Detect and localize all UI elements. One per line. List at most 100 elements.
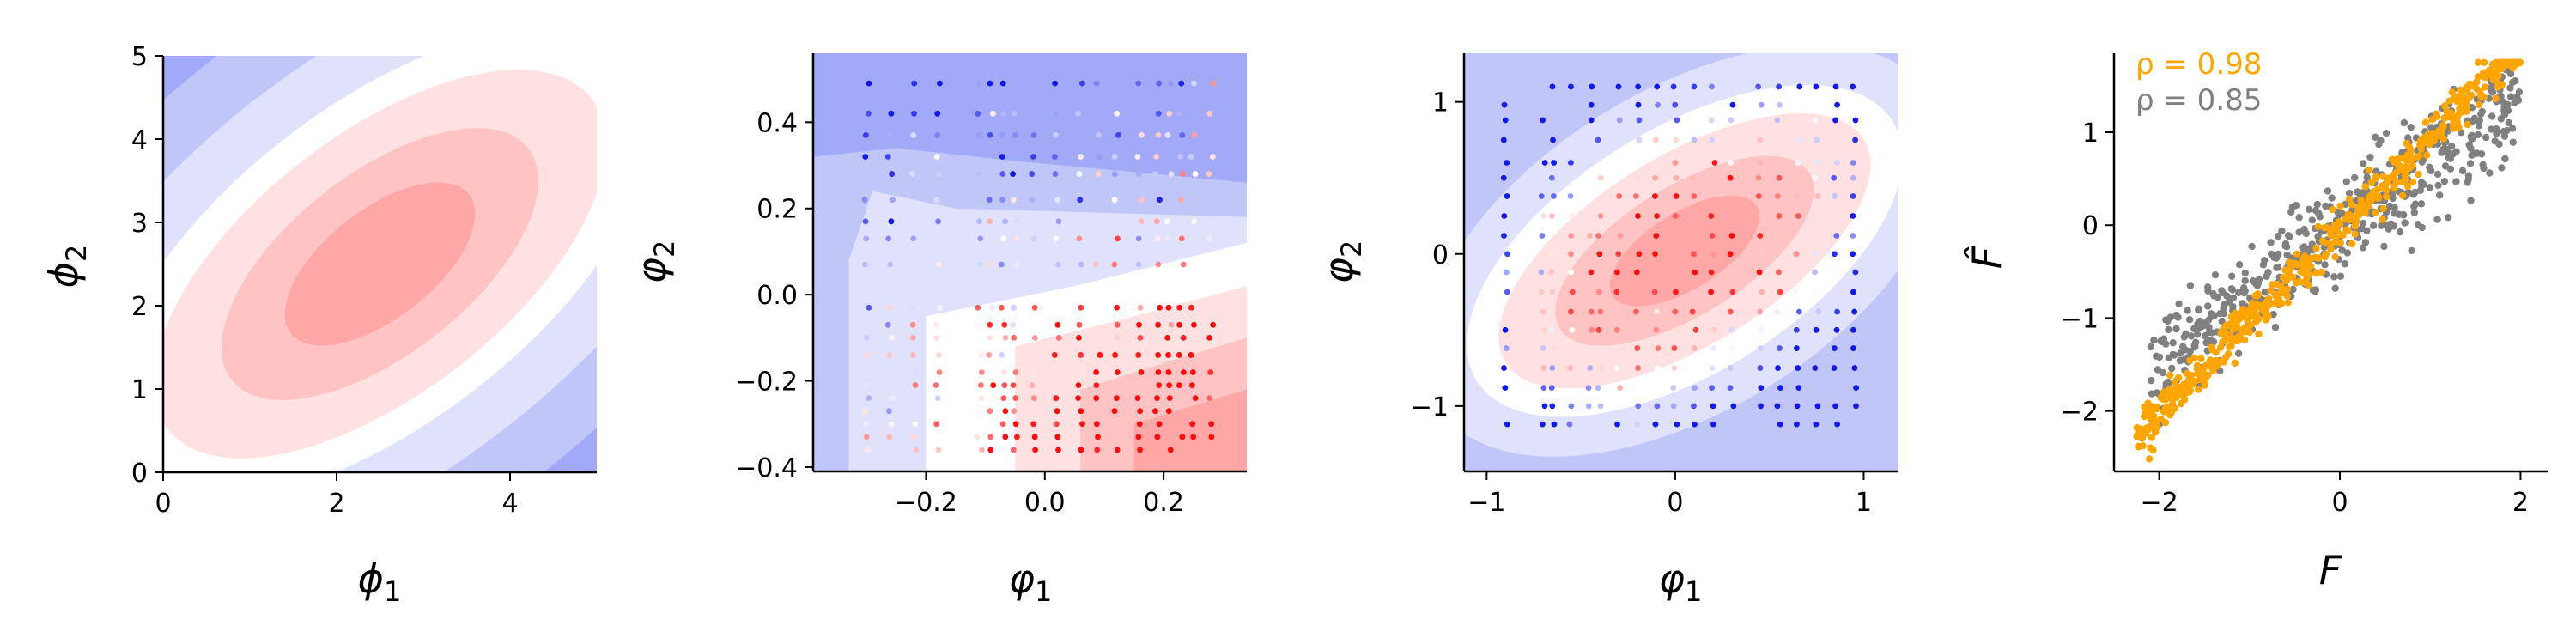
scatter-point (2474, 58, 2482, 67)
scatter-point (2216, 343, 2225, 351)
scatter-point (863, 321, 870, 328)
scatter-point (1012, 421, 1019, 428)
scatter-point (2508, 125, 2517, 132)
scatter-point (2403, 182, 2412, 191)
scatter-point (862, 154, 869, 160)
scatter-point (1138, 369, 1145, 375)
scatter-point (1728, 117, 1735, 124)
scatter-point (1585, 385, 1592, 391)
scatter-point (998, 261, 1005, 268)
scatter-point (2435, 127, 2443, 135)
scatter-point (2466, 160, 2475, 167)
scatter-point (1504, 193, 1510, 199)
scatter-point (2346, 214, 2354, 222)
scatter-point (1032, 447, 1039, 453)
scatter-point (1674, 117, 1680, 124)
scatter-point (1691, 251, 1697, 258)
scatter-point (1096, 131, 1102, 138)
scatter-point (1188, 382, 1195, 388)
scatter-point (1729, 101, 1736, 108)
scatter-point (1633, 269, 1640, 276)
scatter-point (2169, 338, 2177, 347)
scatter-point (1010, 382, 1017, 388)
scatter-point (1002, 434, 1009, 440)
scatter-point (2377, 137, 2385, 144)
scatter-point (861, 197, 868, 204)
scatter-point (2348, 201, 2355, 209)
p2-points (861, 80, 1217, 453)
scatter-point (1568, 403, 1575, 410)
scatter-point (1755, 83, 1762, 90)
scatter-point (2327, 231, 2335, 240)
scatter-point (1002, 334, 1009, 341)
scatter-point (2323, 239, 2330, 247)
y-tick-label: −1 (2061, 304, 2099, 334)
scatter-point (2472, 85, 2481, 93)
panel-3: −1 0 1 −1 0 1 φ1 φ2 (1315, 53, 1898, 608)
scatter-point (1154, 235, 1161, 242)
scatter-point (866, 395, 872, 402)
scatter-point (1692, 385, 1698, 391)
scatter-point (2251, 310, 2259, 318)
scatter-point (1691, 403, 1697, 410)
scatter-point (1500, 174, 1507, 181)
scatter-point (2379, 182, 2386, 190)
scatter-point (1548, 269, 1554, 276)
scatter-point (2201, 381, 2208, 389)
x-tick-label: 0.2 (1143, 488, 1184, 518)
y-tick-label: −2 (2061, 398, 2099, 428)
scatter-point (912, 421, 919, 428)
scatter-point (2512, 77, 2519, 85)
scatter-point (1674, 326, 1680, 333)
scatter-point (1567, 365, 1574, 371)
scatter-point (2181, 346, 2190, 354)
scatter-point (1850, 174, 1856, 181)
scatter-point (1850, 160, 1856, 166)
scatter-point (987, 408, 993, 415)
scatter-point (1728, 345, 1735, 351)
scatter-point (1155, 321, 1162, 328)
scatter-point (2399, 210, 2408, 219)
scatter-point (2435, 191, 2444, 199)
scatter-point (1001, 369, 1008, 375)
scatter-point (1569, 289, 1576, 295)
scatter-point (2287, 264, 2295, 272)
scatter-point (1206, 235, 1213, 242)
scatter-point (2295, 228, 2303, 236)
scatter-point (2300, 258, 2307, 266)
scatter-point (2403, 139, 2410, 148)
scatter-point (2278, 227, 2286, 235)
scatter-point (978, 395, 985, 402)
scatter-point (889, 395, 896, 402)
scatter-point (1652, 193, 1658, 199)
scatter-point (1708, 269, 1715, 276)
scatter-point (2336, 239, 2344, 246)
scatter-point (933, 334, 940, 341)
scatter-point (2244, 316, 2251, 325)
scatter-point (1758, 403, 1764, 410)
scatter-point (1502, 117, 1509, 124)
scatter-point (1192, 395, 1199, 402)
scatter-point (1093, 369, 1100, 375)
scatter-point (1210, 321, 1217, 328)
scatter-point (987, 218, 993, 225)
scatter-point (1206, 334, 1212, 341)
scatter-point (1708, 289, 1715, 295)
scatter-point (1053, 395, 1060, 402)
scatter-point (990, 110, 996, 117)
scatter-point (1137, 334, 1144, 341)
scatter-point (862, 421, 869, 428)
scatter-point (1135, 80, 1142, 87)
scatter-point (1709, 233, 1716, 239)
scatter-point (2186, 356, 2194, 365)
scatter-point (999, 154, 1005, 160)
scatter-point (1793, 326, 1800, 333)
scatter-point (1653, 326, 1660, 333)
scatter-point (1137, 304, 1144, 311)
scatter-point (987, 80, 993, 87)
scatter-point (2306, 263, 2313, 270)
scatter-point (1013, 261, 1020, 268)
scatter-point (2312, 244, 2320, 252)
scatter-point (977, 261, 984, 268)
scatter-point (1777, 101, 1783, 108)
